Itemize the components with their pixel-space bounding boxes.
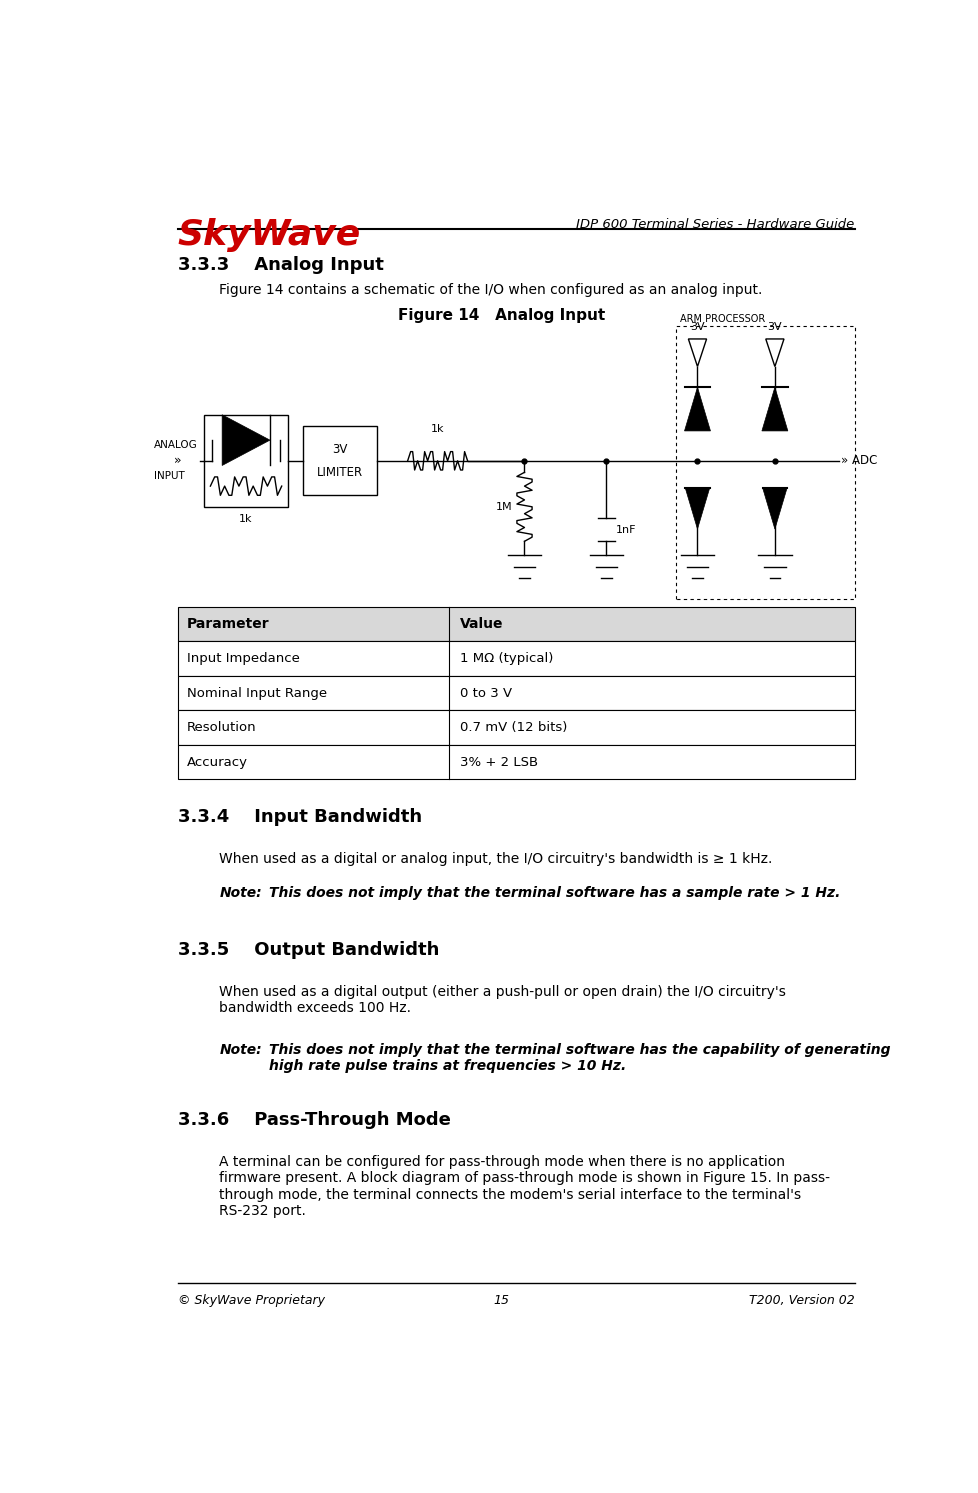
Text: Input Impedance: Input Impedance [187, 652, 299, 664]
Bar [178, 711, 854, 745]
Text: This does not imply that the terminal software has a sample rate > 1 Hz.: This does not imply that the terminal so… [269, 887, 839, 900]
Text: 3.3.6    Pass-Through Mode: 3.3.6 Pass-Through Mode [178, 1111, 450, 1130]
Text: Nominal Input Range: Nominal Input Range [187, 687, 327, 700]
Text: This does not imply that the terminal software has the capability of generating
: This does not imply that the terminal so… [269, 1042, 889, 1072]
Text: 0.7 mV (12 bits): 0.7 mV (12 bits) [460, 721, 567, 735]
Text: A terminal can be configured for pass-through mode when there is no application
: A terminal can be configured for pass-th… [219, 1156, 829, 1218]
Text: 3V: 3V [332, 443, 347, 455]
Text: 15: 15 [493, 1293, 510, 1306]
Text: 3V: 3V [767, 322, 781, 331]
Text: ANALOG: ANALOG [155, 440, 198, 451]
Text: 1k: 1k [239, 514, 252, 524]
Text: Note:: Note: [219, 1042, 262, 1057]
Text: SkyWave: SkyWave [178, 218, 361, 252]
Polygon shape [762, 488, 786, 529]
Bar [204, 415, 288, 506]
Text: When used as a digital or analog input, the I/O circuitry's bandwidth is ≥ 1 kHz: When used as a digital or analog input, … [219, 851, 772, 866]
Text: Figure 14 contains a schematic of the I/O when configured as an analog input.: Figure 14 contains a schematic of the I/… [219, 282, 762, 297]
Text: 3.3.4    Input Bandwidth: 3.3.4 Input Bandwidth [178, 808, 422, 826]
Text: IDP 600 Terminal Series - Hardware Guide: IDP 600 Terminal Series - Hardware Guide [576, 218, 854, 231]
Bar [178, 606, 854, 642]
Text: 1 MΩ (typical): 1 MΩ (typical) [460, 652, 553, 664]
Text: When used as a digital output (either a push-pull or open drain) the I/O circuit: When used as a digital output (either a … [219, 985, 785, 1015]
Text: 1k: 1k [430, 424, 444, 434]
Text: 0 to 3 V: 0 to 3 V [460, 687, 511, 700]
Bar [178, 676, 854, 711]
Text: INPUT: INPUT [155, 472, 185, 481]
Text: 1nF: 1nF [615, 526, 636, 534]
Text: © SkyWave Proprietary: © SkyWave Proprietary [178, 1293, 325, 1306]
Bar [302, 427, 377, 496]
Text: 3.3.5    Output Bandwidth: 3.3.5 Output Bandwidth [178, 942, 439, 960]
Text: ARM PROCESSOR: ARM PROCESSOR [680, 314, 765, 324]
Polygon shape [685, 488, 709, 529]
Bar [178, 745, 854, 779]
Polygon shape [684, 387, 710, 431]
Text: T200, Version 02: T200, Version 02 [748, 1293, 854, 1306]
Text: Parameter: Parameter [187, 617, 269, 632]
Polygon shape [222, 415, 270, 466]
Text: Resolution: Resolution [187, 721, 256, 735]
Text: 3% + 2 LSB: 3% + 2 LSB [460, 755, 538, 769]
Text: 3.3.3    Analog Input: 3.3.3 Analog Input [178, 257, 383, 275]
Text: 3V: 3V [689, 322, 704, 331]
Text: Accuracy: Accuracy [187, 755, 247, 769]
Text: Figure 14   Analog Input: Figure 14 Analog Input [398, 308, 604, 322]
Text: LIMITER: LIMITER [316, 466, 363, 479]
Text: 1M: 1M [495, 502, 511, 512]
Text: »: » [174, 454, 181, 467]
Text: Value: Value [460, 617, 503, 632]
Bar [178, 642, 854, 676]
Text: Note:: Note: [219, 887, 262, 900]
Polygon shape [761, 387, 787, 431]
Text: » ADC: » ADC [840, 454, 876, 467]
